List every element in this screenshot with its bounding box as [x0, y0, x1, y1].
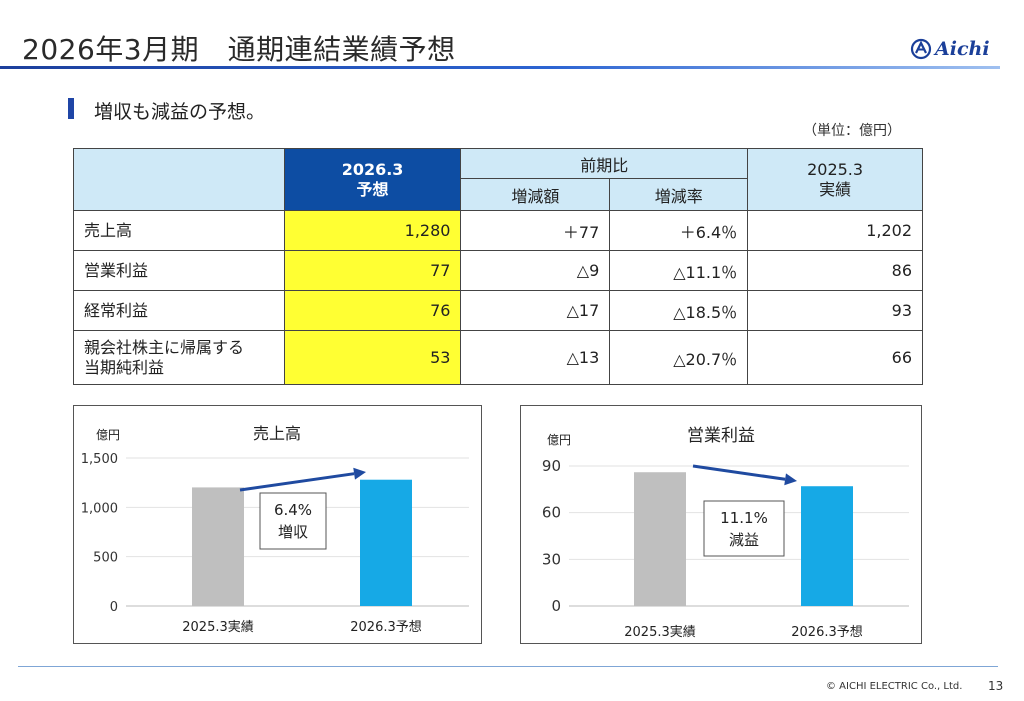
- header-forecast-label: 予想: [356, 179, 389, 199]
- forecast-value: 77: [283, 250, 462, 291]
- chart-title: 売上高: [253, 424, 301, 443]
- bar-forecast: [360, 479, 412, 606]
- y-tick-label: 500: [93, 551, 118, 566]
- trend-arrow: [692, 464, 786, 481]
- header-rate: 増減率: [609, 178, 749, 211]
- logo-emblem-icon: [910, 38, 932, 60]
- x-category-label: 2025.3実績: [182, 619, 254, 635]
- footer-divider: [18, 666, 998, 667]
- y-axis-unit-label: 億円: [547, 433, 571, 447]
- diff-value: △17: [460, 290, 611, 331]
- table-row: 親会社株主に帰属する 当期純利益 53 △13 △20.7％ 66: [73, 330, 923, 385]
- header-blank: [73, 148, 285, 211]
- prev-value: 93: [747, 290, 923, 331]
- unit-note: （単位：億円）: [803, 123, 901, 139]
- y-tick-label: 30: [542, 550, 561, 568]
- diff-value: △13: [460, 330, 611, 385]
- y-tick-label: 1,500: [81, 452, 118, 467]
- y-axis-unit-label: 億円: [96, 428, 120, 442]
- header-forecast-year: 2026.3: [341, 159, 404, 179]
- bar-prev-actual: [192, 487, 244, 606]
- y-tick-label: 90: [542, 457, 561, 475]
- x-category-label: 2026.3予想: [350, 619, 422, 635]
- prev-value: 1,202: [747, 210, 923, 251]
- subtitle: 増収も減益の予想。: [94, 101, 266, 123]
- header-prev-year: 2025.3: [807, 159, 864, 179]
- annotation-rate: 6.4%: [274, 501, 312, 519]
- copyright: © AICHI ELECTRIC Co., Ltd.: [826, 681, 963, 692]
- table-row: 経常利益 76 △17 △18.5％ 93: [73, 290, 923, 331]
- annotation-label: 増収: [278, 523, 308, 541]
- diff-value: △9: [460, 250, 611, 291]
- row-label: 営業利益: [73, 250, 285, 291]
- annotation-box: [259, 492, 327, 550]
- row-label: 親会社株主に帰属する 当期純利益: [73, 330, 285, 385]
- row-label: 経常利益: [73, 290, 285, 331]
- prev-value: 86: [747, 250, 923, 291]
- header-forecast: 2026.3 予想: [283, 148, 462, 211]
- trend-arrow-head-icon: [353, 467, 366, 480]
- logo-wordmark: Aichi: [935, 38, 990, 60]
- forecast-value: 1,280: [283, 210, 462, 251]
- annotation-box: [703, 500, 785, 557]
- rate-value: ＋6.4％: [609, 210, 749, 251]
- annotation-label: 減益: [729, 531, 759, 549]
- page-title: 2026年3月期 通期連結業績予想: [22, 33, 456, 66]
- y-tick-label: 60: [542, 504, 561, 522]
- sales-chart: 売上高 億円 1,500 1,000 500 0 2025.3実績 2026.3予想 6.4% 増…: [81, 424, 469, 635]
- rate-value: △11.1％: [609, 250, 749, 291]
- header-yoy: 前期比: [460, 148, 749, 179]
- title-underline: [0, 66, 1000, 69]
- x-category-label: 2025.3実績: [624, 624, 696, 640]
- trend-arrow: [239, 472, 355, 492]
- sales-chart-panel: 売上高 億円 1,500 1,000 500 0 2025.3実績 2026.3予想 6.4% 増…: [73, 405, 482, 644]
- company-logo: Aichi: [910, 36, 990, 62]
- rate-value: △18.5％: [609, 290, 749, 331]
- chart-title: 営業利益: [687, 426, 755, 446]
- rate-value: △20.7％: [609, 330, 749, 385]
- bar-prev-actual: [634, 472, 686, 606]
- table-row: 売上高 1,280 ＋77 ＋6.4％ 1,202: [73, 210, 923, 251]
- page-number: 13: [988, 679, 1004, 693]
- y-tick-label: 0: [551, 597, 561, 615]
- diff-value: ＋77: [460, 210, 611, 251]
- trend-arrow-head-icon: [784, 473, 797, 486]
- x-category-label: 2026.3予想: [791, 624, 863, 640]
- prev-value: 66: [747, 330, 923, 385]
- forecast-value: 53: [283, 330, 462, 385]
- header-prev-label: 実績: [819, 179, 852, 199]
- operating-profit-chart: 営業利益 億円 90 60 30 0 2025.3実績 2026.3予想 11.1% 減益: [542, 426, 909, 640]
- bar-forecast: [801, 486, 853, 606]
- y-tick-label: 0: [110, 600, 118, 615]
- annotation-rate: 11.1%: [720, 509, 768, 527]
- row-label: 売上高: [73, 210, 285, 251]
- subtitle-marker: [68, 98, 74, 119]
- y-tick-label: 1,000: [81, 501, 118, 516]
- forecast-table: 2026.3 予想 前期比 2025.3 実績 増減額 増減率 売上高 1,28…: [73, 148, 923, 385]
- header-diff: 増減額: [460, 178, 611, 211]
- table-row: 営業利益 77 △9 △11.1％ 86: [73, 250, 923, 291]
- header-prev: 2025.3 実績: [747, 148, 923, 211]
- operating-profit-chart-panel: 営業利益 億円 90 60 30 0 2025.3実績 2026.3予想 11.1% 減益: [520, 405, 922, 644]
- forecast-value: 76: [283, 290, 462, 331]
